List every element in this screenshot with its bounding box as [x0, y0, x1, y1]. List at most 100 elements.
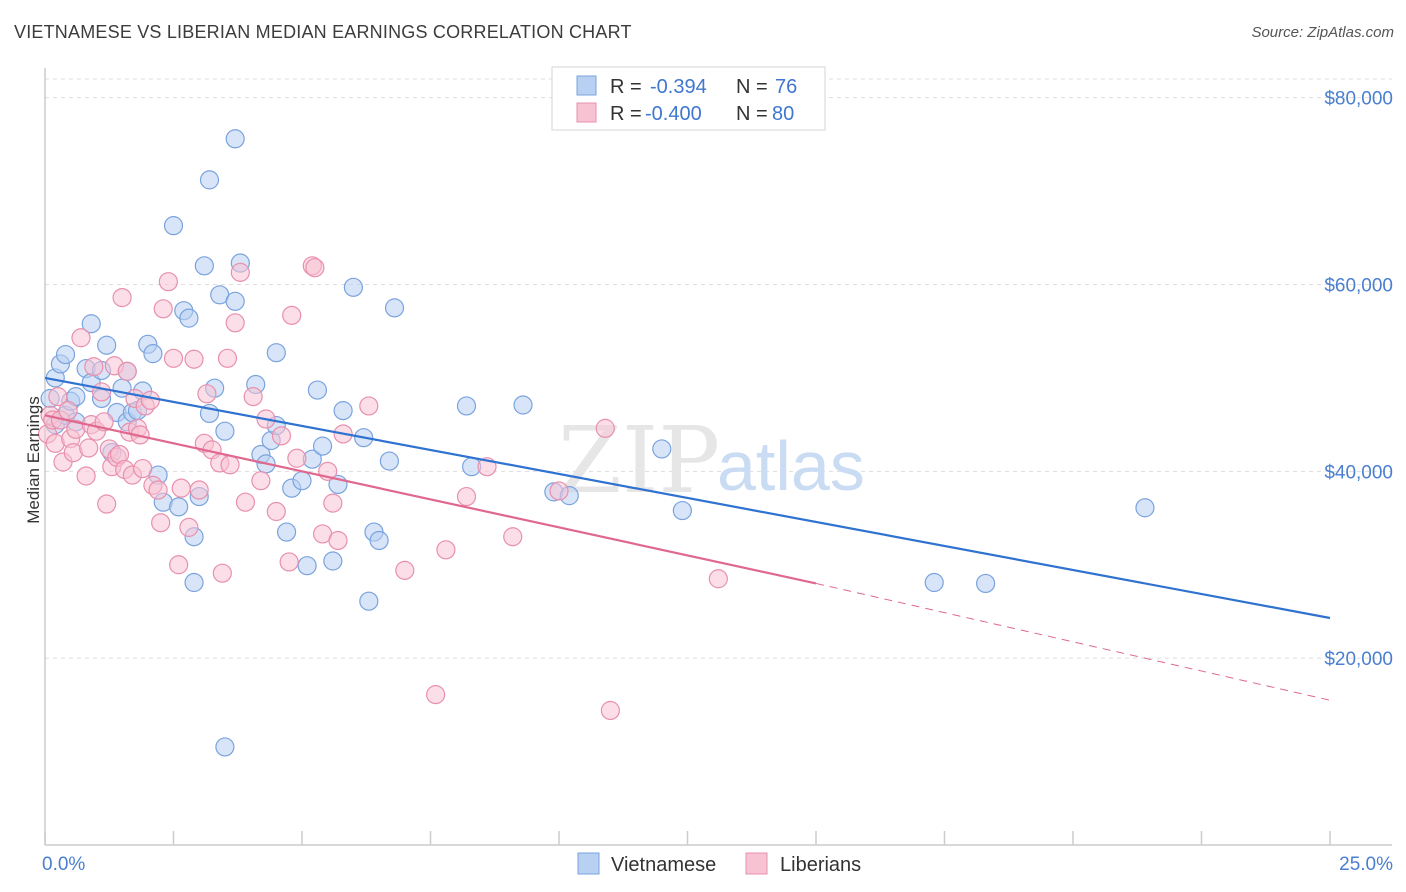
- legend-swatch-liberian: [576, 102, 597, 123]
- liberian-point: [282, 305, 302, 325]
- liberian-point: [549, 481, 569, 501]
- liberian-point: [436, 540, 456, 560]
- chart-title: VIETNAMESE VS LIBERIAN MEDIAN EARNINGS C…: [14, 22, 632, 42]
- legend-bottom: Vietnamese Liberians: [577, 852, 861, 876]
- liberian-point: [235, 492, 256, 512]
- liberian-point: [328, 530, 348, 551]
- vietnamese-point: [215, 421, 235, 441]
- y-axis-label: Median Earnings: [24, 396, 43, 524]
- y-tick-label: $20,000: [1324, 649, 1393, 670]
- legend-n-label-2: N =: [736, 103, 768, 125]
- liberian-point: [708, 569, 728, 589]
- vietnamese-point: [225, 291, 245, 311]
- liberian-point: [595, 418, 615, 438]
- vietnamese-point: [276, 522, 297, 542]
- liberian-point: [271, 426, 292, 446]
- y-tick-label: $60,000: [1324, 276, 1393, 297]
- liberian-point: [197, 384, 217, 404]
- liberian-point: [600, 700, 621, 721]
- liberian-point: [456, 486, 477, 507]
- x-tick-label: 25.0%: [1339, 854, 1393, 875]
- liberian-point: [359, 396, 379, 416]
- legend-n-label-1: N =: [736, 76, 768, 98]
- watermark: ZIP atlas: [558, 407, 865, 514]
- liberian-point: [140, 390, 160, 410]
- vietnamese-point: [81, 314, 101, 334]
- y-tick-label: $80,000: [1324, 89, 1393, 110]
- vietnamese-point: [55, 344, 76, 365]
- vietnamese-point: [333, 401, 353, 421]
- liberian-point: [243, 387, 263, 407]
- vietnamese-point: [169, 497, 189, 517]
- vietnamese-point: [179, 308, 199, 328]
- vietnamese-point: [199, 170, 220, 190]
- vietnamese-point: [384, 298, 405, 318]
- liberian-point: [91, 382, 112, 402]
- liberian-point: [287, 448, 307, 468]
- legend-top: R = -0.394 N = 76 R = -0.400 N = 80: [551, 66, 826, 131]
- liberian-point: [251, 471, 271, 491]
- liberian-point: [169, 555, 189, 575]
- vietnamese-point: [97, 335, 117, 355]
- vietnamese-point: [379, 451, 399, 471]
- legend-bottom-swatch-liberian: [745, 852, 768, 875]
- liberian-point: [148, 480, 168, 500]
- vietnamese-point: [163, 216, 184, 236]
- vietnamese-point: [292, 471, 312, 491]
- vietnamese-point: [266, 343, 286, 363]
- legend-bottom-liberians: Liberians: [780, 854, 861, 876]
- liberian-point: [212, 563, 232, 583]
- liberian-point: [112, 287, 132, 308]
- trend-lines: [44, 376, 1331, 701]
- liberian-point: [323, 493, 343, 513]
- vietnamese-point: [652, 439, 672, 459]
- vietnamese-point: [194, 256, 214, 276]
- liberian-point: [279, 552, 299, 572]
- source-credit: Source: ZipAtlas.com: [1251, 24, 1394, 41]
- vietnamese-point: [369, 530, 389, 551]
- legend-n-value-2: 80: [772, 103, 794, 125]
- liberian-point: [158, 272, 178, 292]
- liberian-point: [79, 438, 99, 458]
- liberian-points: [37, 256, 728, 721]
- vietnamese-point: [307, 380, 328, 400]
- liberian-point: [179, 517, 199, 537]
- legend-swatch-vietnamese: [576, 75, 597, 96]
- axes: [44, 68, 1392, 846]
- liberian-point: [84, 357, 104, 377]
- vietnamese-point: [359, 591, 379, 611]
- watermark-zip: ZIP: [558, 407, 720, 514]
- legend-r-value-1: -0.394: [650, 76, 707, 98]
- liberian-point: [97, 494, 117, 514]
- vietnamese-point: [513, 395, 533, 415]
- liberian-point: [133, 458, 153, 479]
- legend-n-value-1: 76: [775, 76, 797, 98]
- legend-box: [551, 66, 826, 131]
- liberian-point: [503, 527, 523, 547]
- vietnamese-points: [40, 129, 1155, 757]
- vietnamese-point: [924, 572, 944, 593]
- liberian-point: [230, 262, 250, 282]
- liberian-point: [58, 401, 78, 421]
- liberian-point: [48, 387, 68, 407]
- liberian-trend-line: [44, 414, 817, 585]
- vietnamese-point: [976, 573, 996, 594]
- vietnamese-trend-line: [44, 376, 1331, 620]
- legend-bottom-vietnamese: Vietnamese: [611, 854, 716, 876]
- liberian-point: [153, 299, 173, 319]
- vietnamese-point: [215, 737, 235, 757]
- liberian-point: [76, 466, 96, 486]
- vietnamese-point: [312, 436, 333, 456]
- liberian-point: [225, 313, 245, 333]
- liberian-point: [71, 328, 91, 348]
- liberian-point: [220, 455, 240, 475]
- vietnamese-point: [184, 572, 204, 593]
- liberian-point: [117, 361, 137, 381]
- y-tick-label: $40,000: [1324, 462, 1393, 483]
- liberian-point: [189, 480, 209, 500]
- legend-r-label-2: R =: [610, 103, 642, 125]
- liberian-point: [426, 685, 446, 705]
- vietnamese-point: [297, 556, 317, 576]
- liberian-point: [395, 560, 415, 580]
